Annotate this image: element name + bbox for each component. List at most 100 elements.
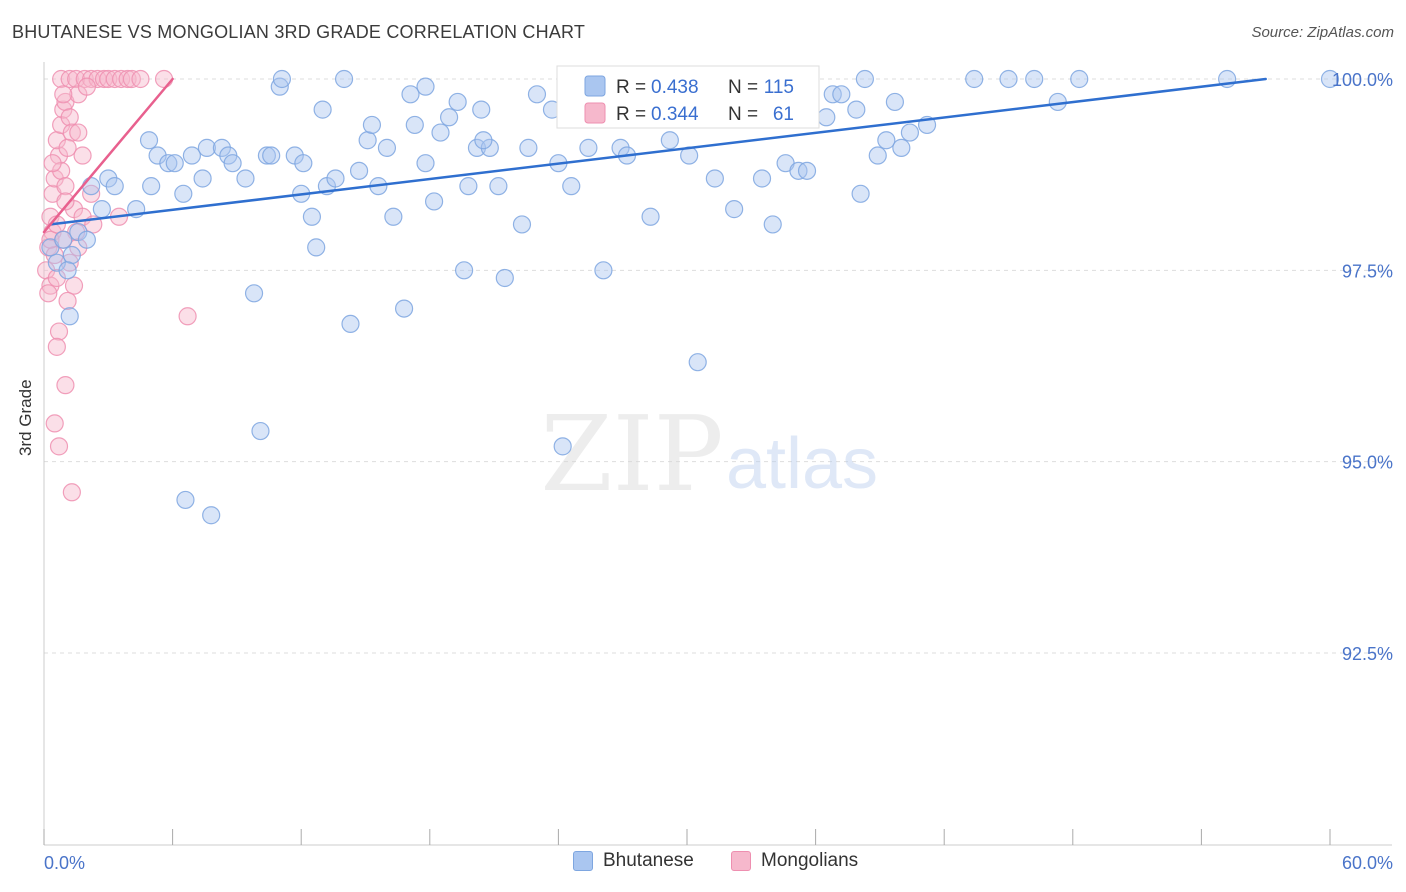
bhutanese-point [847,100,866,119]
legend-r-label-2: R = [616,104,646,125]
y-tick-label: 92.5% [1342,644,1393,664]
bhutanese-swatch [573,851,593,871]
bhutanese-point [82,177,101,196]
bhutanese-point [725,200,744,219]
bhutanese-point [1070,69,1089,89]
bhutanese-point [459,177,478,196]
bhutanese-point [855,69,874,89]
bhutanese-point [763,215,782,234]
bhutanese-point [193,169,212,188]
bhutanese-point [223,154,242,173]
bhutanese-point [489,177,508,196]
mongolians-point [56,376,75,395]
gridlines [44,78,1392,654]
chart-title: BHUTANESE VS MONGOLIAN 3RD GRADE CORRELA… [12,22,586,42]
mongolians-point [49,437,69,456]
bhutanese-point [1320,69,1340,89]
mongolians-point [154,69,174,89]
legend-item-mongolians[interactable]: Mongolians [731,850,858,872]
bhutanese-point [405,115,424,135]
legend-swatch-mongolians [584,102,606,124]
bhutanese-point [851,184,870,203]
bhutanese-point [519,138,538,157]
bhutanese-point [326,169,345,188]
bhutanese-point [77,230,96,249]
bhutanese-point [641,207,660,226]
legend-r-value-2: 0.344 [651,104,699,125]
bhutanese-point [999,69,1018,89]
bhutanese-point [416,154,435,173]
bhutanese-trend-line [49,77,1267,226]
bhutanese-point [92,200,111,219]
source-label: Source: ZipAtlas.com [1251,24,1394,41]
mongolians-point [41,230,60,249]
bhutanese-point [358,131,377,150]
legend-n-label-2: N = [728,104,758,125]
legend-item-bhutanese[interactable]: Bhutanese [573,850,694,872]
legend-n-label-1: N = [728,77,758,98]
mongolians-point [43,154,62,173]
bhutanese-point [512,215,532,234]
bhutanese-point [495,268,514,288]
bhutanese-point [159,154,178,173]
mongolians-points [37,69,197,502]
bhutanese-point [752,169,772,188]
mongolians-point [62,483,81,502]
legend-n-value-1: 115 [764,77,794,98]
mongolians-point [60,69,79,89]
bhutanese-point [174,184,193,203]
bhutanese-point [401,85,420,104]
y-tick-label: 95.0% [1342,453,1393,473]
y-tick-label: 97.5% [1342,261,1393,281]
bhutanese-point [377,138,397,157]
bhutanese-point [424,192,444,211]
bhutanese-point [454,261,474,280]
x-tick-label: 0.0% [44,853,85,873]
mongolians-point [58,138,77,157]
mongolians-point [99,69,118,89]
bhutanese-point [892,138,911,157]
bhutanese-point [877,131,896,150]
bhutanese-point [176,490,195,510]
bhutanese-point [197,138,216,157]
bhutanese-point [142,177,161,196]
bhutanese-point [797,161,817,180]
mongolians-point [54,85,73,104]
stats-legend: R = 0.438 N = 115 R = 0.344 N = 61 [556,65,820,129]
mongolians-point [58,291,77,311]
legend-label-mongolians: Mongolians [761,850,859,871]
bhutanese-point [579,138,598,157]
bhutanese-point [885,92,905,112]
mongolians-point [69,123,88,142]
bhutanese-point [182,146,201,165]
mongolians-point [178,307,197,326]
mongolians-point [64,276,84,295]
bhutanese-point [139,131,159,150]
bhutanese-point [416,77,435,96]
bhutanese-point [900,123,920,142]
bhutanese-point [1025,69,1044,89]
x-tick-label: 60.0% [1342,853,1393,873]
bhutanese-point [62,245,81,265]
bhutanese-point [394,299,414,318]
bhutanese-point [105,177,124,196]
axes [43,62,1392,846]
bhutanese-point [553,437,572,456]
tick-labels: 92.5% 95.0% 97.5% 100.0% 0.0% 60.0% [44,70,1393,873]
legend-n-value-2: 61 [773,104,794,125]
bhutanese-point [236,169,255,188]
bhutanese-point [294,154,313,173]
mongolians-point [56,192,75,211]
mongolians-point [56,177,75,196]
bhutanese-point [472,100,491,119]
bhutanese-point [251,421,270,441]
mongolians-point [131,69,150,89]
mongolians-point [60,108,79,127]
bhutanese-point [60,307,79,326]
legend-r-label-1: R = [616,77,646,98]
bhutanese-point [58,261,77,280]
bhutanese-point [439,108,459,127]
bhutanese-point [349,161,369,180]
mongolians-point [82,184,101,203]
